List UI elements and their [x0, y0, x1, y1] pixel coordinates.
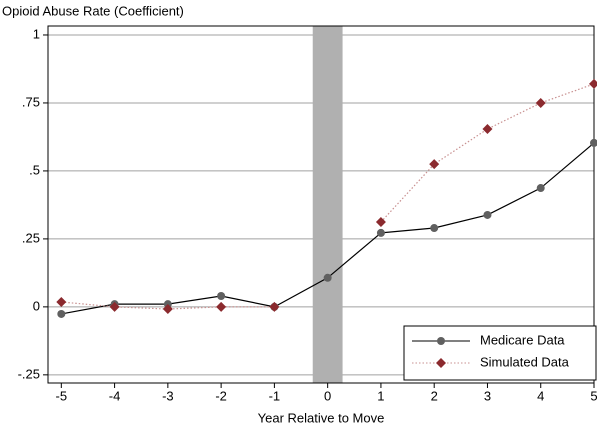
x-tick-label: -1	[269, 388, 281, 403]
x-tick-label: -3	[162, 388, 174, 403]
y-tick-label: 1	[33, 26, 40, 41]
marker	[323, 273, 332, 282]
x-tick-label: 5	[590, 388, 597, 403]
marker	[162, 304, 173, 315]
marker	[483, 210, 492, 219]
marker	[216, 301, 227, 312]
series-line	[61, 83, 595, 310]
marker	[109, 301, 120, 312]
x-tick-label: -5	[56, 388, 68, 403]
y-tick-label: .5	[29, 162, 40, 177]
marker	[589, 78, 597, 89]
marker	[437, 337, 445, 345]
y-tick-label: .25	[22, 230, 40, 245]
shaded-region	[312, 26, 343, 383]
x-tick-label: 3	[484, 388, 491, 403]
x-tick-label: -4	[109, 388, 121, 403]
legend-label: Medicare Data	[480, 332, 565, 347]
marker	[590, 138, 597, 147]
x-tick-label: 0	[324, 388, 331, 403]
marker	[57, 309, 66, 318]
y-tick-label: .75	[22, 94, 40, 109]
marker	[56, 296, 67, 307]
marker	[217, 291, 226, 300]
y-tick-label: 0	[33, 298, 40, 313]
legend-label: Simulated Data	[480, 354, 570, 369]
plot-frame	[47, 25, 595, 384]
legend-box	[403, 325, 597, 381]
marker	[375, 217, 386, 228]
marker	[430, 224, 439, 233]
marker	[536, 184, 545, 193]
marker	[482, 124, 493, 135]
marker	[429, 159, 440, 170]
x-tick-label: 2	[431, 388, 438, 403]
marker	[436, 358, 446, 368]
chart-title: Opioid Abuse Rate (Coefficient)	[2, 3, 184, 18]
marker	[535, 97, 546, 108]
marker	[376, 228, 385, 237]
x-tick-label: -2	[215, 388, 227, 403]
x-tick-label: 4	[537, 388, 544, 403]
y-tick-label: -.25	[18, 366, 40, 381]
x-axis-label: Year Relative to Move	[258, 410, 385, 425]
x-tick-label: 1	[377, 388, 384, 403]
marker	[269, 301, 280, 312]
